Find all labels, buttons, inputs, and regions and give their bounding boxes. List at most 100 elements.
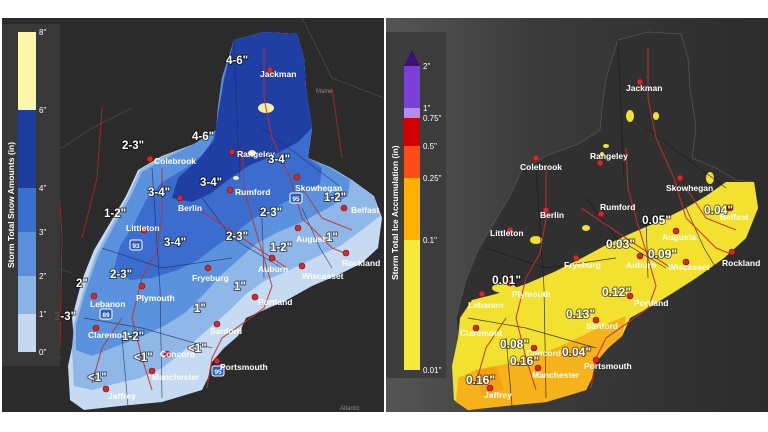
snow-amount-label: 2" xyxy=(76,278,88,290)
highway-shield-93: 93 xyxy=(129,239,143,251)
ice-city-rockland: Rockland xyxy=(722,258,760,268)
ice-city-portsmouth: Portsmouth xyxy=(584,361,632,371)
ice-legend-title: Storm Total Ice Accumulation (in) xyxy=(390,145,400,280)
ice-city-jaffrey: Jaffrey xyxy=(484,390,512,400)
snow-amount-label: 2-3" xyxy=(260,207,282,219)
snow-city-colebrook: Colebrook xyxy=(154,156,196,166)
snow-amount-label: 3-4" xyxy=(200,177,222,189)
snow-city-augusta: Augusta xyxy=(296,234,330,244)
ice-legend-swatch xyxy=(404,66,420,108)
snow-amount-label: 1" xyxy=(326,232,338,244)
snow-legend-tick: 1" xyxy=(39,310,46,319)
snow-legend-swatch xyxy=(18,32,36,110)
ice-city-lebanon: Lebanon xyxy=(468,300,503,310)
ice-city-littleton: Littleton xyxy=(490,228,524,238)
svg-text:95: 95 xyxy=(292,196,300,203)
snow-legend-tick: 2" xyxy=(39,272,46,281)
ice-legend-tick: 0.01" xyxy=(423,366,442,375)
ice-legend-arrow xyxy=(404,50,420,66)
snow-city-jaffrey: Jaffrey xyxy=(108,391,136,401)
snow-city-markers xyxy=(90,66,350,393)
snow-city-sanford: Sanford xyxy=(210,326,242,336)
ice-city-wiscasset: Wiscasset xyxy=(668,262,710,272)
snow-amount-label: 3-4" xyxy=(268,154,290,166)
snow-city-claremont: Claremont xyxy=(88,330,130,340)
ice-amount-label: 0.04" xyxy=(704,203,733,217)
ice-amount-label: 0.03" xyxy=(606,237,635,251)
snow-city-belfast: Belfast xyxy=(351,205,380,215)
snow-legend-swatch xyxy=(18,232,36,276)
ice-region xyxy=(451,31,759,411)
highway-shields: 93 89 95 95 xyxy=(99,192,303,377)
snow-city-plymouth: Plymouth xyxy=(136,293,175,303)
ice-amount-label: 0.13" xyxy=(566,307,595,321)
snow-legend-swatch xyxy=(18,188,36,232)
snow-city-rockland: Rockland xyxy=(342,258,380,268)
snow-city-berlin: Berlin xyxy=(178,203,202,213)
ice-legend-tick: 2" xyxy=(423,62,430,71)
snow-legend-swatch xyxy=(18,314,36,352)
snow-region xyxy=(68,32,382,410)
snow-city-fryeburg: Fryeburg xyxy=(192,273,229,283)
snow-amount-label: 1" xyxy=(234,281,246,293)
ice-amount-label: 0.01" xyxy=(492,273,521,287)
snow-city-concord: Concord xyxy=(160,349,195,359)
ice-legend-tick: 0.25" xyxy=(423,174,442,183)
snow-amount-label: 3-4" xyxy=(148,187,170,199)
ice-amount-label: 0.16" xyxy=(510,354,539,368)
ice-city-augusta: Augusta xyxy=(662,232,696,242)
snow-amount-label: 2-3" xyxy=(110,269,132,281)
snow-legend: Storm Total Snow Amounts (in) 8" 6" 4" 3" 2"… xyxy=(2,24,60,366)
ice-amount-label: 0.04" xyxy=(562,345,591,359)
ice-city-labels: Jackman Rangeley Colebrook Skowhegan Ber… xyxy=(460,83,760,400)
ice-legend-tick: 0.1" xyxy=(423,236,437,245)
highway-shield-95-south: 95 xyxy=(211,365,225,377)
ice-city-concord: Concord xyxy=(526,348,561,358)
snow-city-lebanon: Lebanon xyxy=(90,299,125,309)
snow-amount-label: 1-2" xyxy=(122,331,144,343)
svg-text:93: 93 xyxy=(132,243,140,250)
ice-legend-swatch xyxy=(404,118,420,146)
ice-amount-label: 0.12" xyxy=(602,285,631,299)
snow-city-littleton: Littleton xyxy=(126,223,160,233)
ice-city-claremont: Claremont xyxy=(460,328,502,338)
snow-amount-label: 1-2" xyxy=(324,192,346,204)
ice-city-berlin: Berlin xyxy=(540,210,564,220)
snow-city-auburn: Auburn xyxy=(258,264,288,274)
ice-city-manchester: Manchester xyxy=(532,370,580,380)
ice-city-fryeburg: Fryeburg xyxy=(564,260,601,270)
snow-amount-label: <1" xyxy=(134,352,153,364)
ice-legend-swatch xyxy=(404,178,420,240)
snow-amount-label: <1" xyxy=(188,343,207,355)
ice-city-plymouth: Plymouth xyxy=(512,289,551,299)
ice-city-rumford: Rumford xyxy=(600,202,635,212)
ice-amount-label: 0.05" xyxy=(642,213,671,227)
ice-legend-tick: 0.75" xyxy=(423,114,442,123)
snow-amount-label: 1-2" xyxy=(270,242,292,254)
ice-city-markers xyxy=(472,78,736,392)
snow-legend-title: Storm Total Snow Amounts (in) xyxy=(6,142,16,268)
ice-legend-swatch xyxy=(404,108,420,118)
snow-amount-labels: 4-6" 2-3" 4-6" 3-4" 3-4" 3-4" 1-2" 1-2" … xyxy=(53,54,347,385)
snow-city-labels: Jackman Colebrook Rangeley Skowhegan Ber… xyxy=(88,69,380,401)
snow-amount-label: 1-2" xyxy=(104,208,126,220)
ice-city-rangeley: Rangeley xyxy=(590,151,628,161)
snow-map-svg: Maine Atlantic xyxy=(2,18,384,412)
snow-city-wiscasset: Wiscasset xyxy=(302,271,344,281)
snow-city-rumford: Rumford xyxy=(235,187,270,197)
ice-city-auburn: Auburn xyxy=(626,260,656,270)
snow-amount-label: 1" xyxy=(194,303,206,315)
snow-legend-tick: 8" xyxy=(39,28,46,37)
highway-shield-95-north: 95 xyxy=(289,192,303,204)
snow-amount-label: 2-3" xyxy=(122,140,144,152)
ice-amount-label: 0.08" xyxy=(500,337,529,351)
ice-legend-swatch xyxy=(404,146,420,178)
svg-text:95: 95 xyxy=(214,369,222,376)
highway-shield-89: 89 xyxy=(99,308,113,320)
ice-amount-label: 0.16" xyxy=(466,373,495,387)
ice-city-colebrook: Colebrook xyxy=(520,162,562,172)
snow-city-manchester: Manchester xyxy=(152,372,200,382)
snow-city-portland: Portland xyxy=(258,297,292,307)
ice-legend-tick: 1" xyxy=(423,104,430,113)
snow-legend-tick: 6" xyxy=(39,106,46,115)
